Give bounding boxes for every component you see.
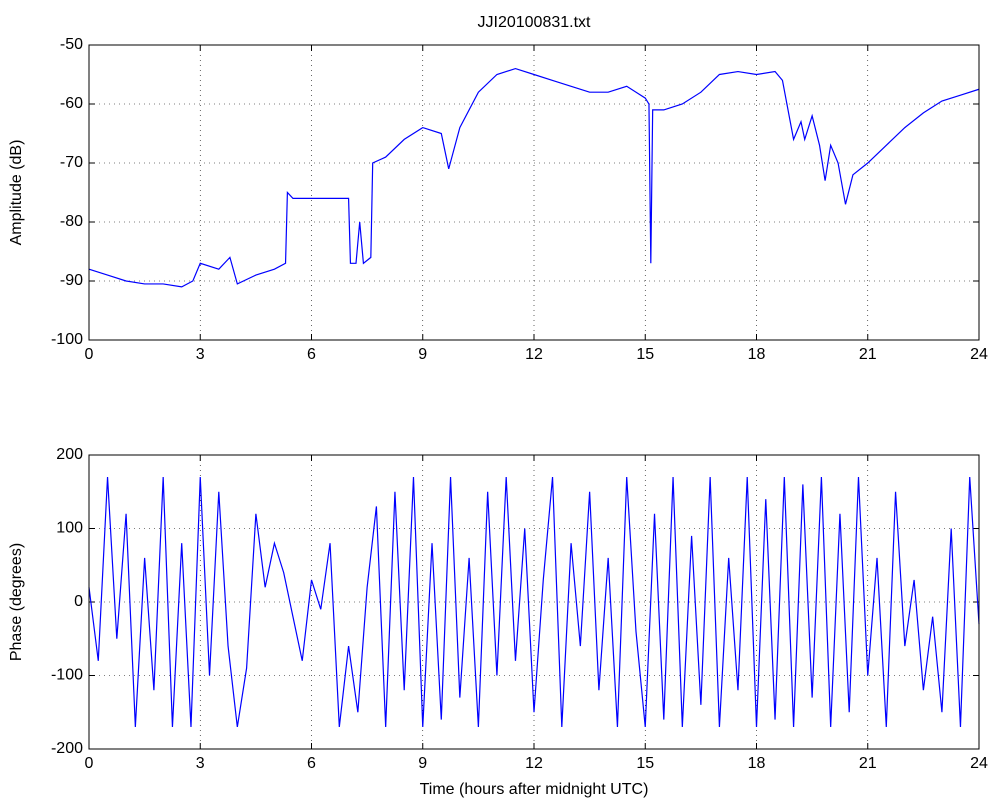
y-tick-label: -50 (60, 36, 83, 53)
axes-box (88, 44, 980, 341)
y-tick-label: -80 (60, 213, 83, 230)
x-tick-label: 9 (418, 346, 427, 363)
y-tick-label: 100 (56, 520, 83, 537)
x-tick-label: 12 (525, 755, 543, 772)
y-tick-label: -70 (60, 154, 83, 171)
y-tick-label: -90 (60, 272, 83, 289)
x-tick-label: 0 (85, 346, 94, 363)
x-tick-label: 6 (307, 755, 316, 772)
axes-box (88, 454, 980, 750)
x-tick-label: 15 (636, 755, 654, 772)
x-tick-label: 24 (970, 346, 988, 363)
y-tick-label: -100 (51, 331, 83, 348)
y-axis-label: Phase (degrees) (8, 543, 25, 661)
x-tick-label: 24 (970, 755, 988, 772)
data-line (88, 67, 980, 288)
y-tick-label: 0 (74, 593, 83, 610)
x-tick-label: 3 (196, 755, 205, 772)
x-tick-label: 6 (307, 346, 316, 363)
x-tick-label: 15 (636, 346, 654, 363)
y-axis-label: Amplitude (dB) (8, 140, 25, 246)
x-axis-label: Time (hours after midnight UTC) (420, 781, 649, 798)
x-tick-label: 0 (85, 755, 94, 772)
y-tick-label: 200 (56, 446, 83, 463)
x-tick-label: 18 (748, 755, 766, 772)
x-tick-label: 3 (196, 346, 205, 363)
x-tick-label: 18 (748, 346, 766, 363)
x-tick-label: 9 (418, 755, 427, 772)
x-tick-label: 21 (859, 755, 877, 772)
y-tick-label: -200 (51, 740, 83, 757)
y-tick-label: -60 (60, 95, 83, 112)
data-line (88, 476, 980, 728)
x-tick-label: 21 (859, 346, 877, 363)
y-tick-label: -100 (51, 667, 83, 684)
x-tick-label: 12 (525, 346, 543, 363)
chart-title: JJI20100831.txt (478, 14, 592, 31)
